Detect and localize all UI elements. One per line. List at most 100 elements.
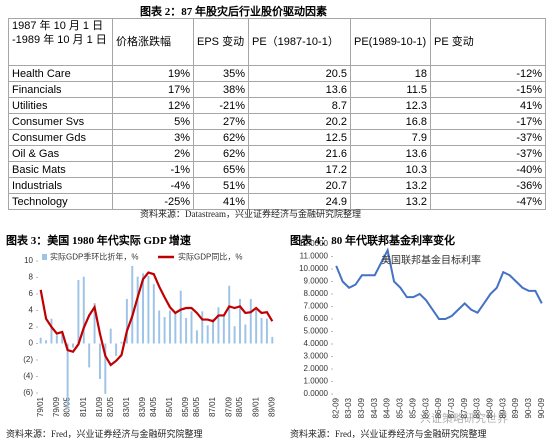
y-tick-label: 1.0000 xyxy=(304,377,329,386)
bar xyxy=(66,343,69,410)
bar xyxy=(201,311,204,344)
table-cell: 21.6 xyxy=(248,145,351,162)
table-cell: 12% xyxy=(112,97,194,114)
bar xyxy=(142,273,145,344)
legend-swatch xyxy=(42,254,47,260)
header-cell: 1987 年 10 月 1 日 -1989 年 10 月 1 日 xyxy=(8,18,113,66)
y-tick-label: 11.0000 xyxy=(300,252,329,261)
bar xyxy=(228,285,231,344)
y-tick-label: 4.0000 xyxy=(304,339,329,348)
bar xyxy=(88,343,91,368)
header-cell: PE（1987-10-1） xyxy=(248,18,351,66)
bar xyxy=(115,343,118,356)
table-cell: 51% xyxy=(193,177,249,194)
bar xyxy=(39,337,42,344)
bar xyxy=(82,276,85,344)
x-tick-label: 90-03 xyxy=(524,397,533,418)
table-cell: -47% xyxy=(430,193,546,210)
x-tick-label: 85-09 xyxy=(408,397,417,418)
y-tick-label: 10 xyxy=(24,256,33,265)
y-tick-label: 0 xyxy=(29,339,34,348)
chart-title: 图表 4：80 年代联邦基金利率变化 xyxy=(290,235,455,247)
legend-label: 实际GDP同比，% xyxy=(178,252,242,262)
x-tick-label: 85/09 xyxy=(181,396,190,417)
x-tick-label: 79/09 xyxy=(52,396,61,417)
table-cell: -17% xyxy=(430,113,546,130)
x-tick-label: 82-09 xyxy=(331,397,340,418)
y-tick-label: 3.0000 xyxy=(304,352,329,361)
table-cell: 5% xyxy=(112,113,194,130)
y-tick-label: (4) xyxy=(23,372,33,381)
bar xyxy=(212,318,215,344)
chart-source: 资料来源：Fred，兴业证券经济与金融研究院整理 xyxy=(6,429,203,439)
bar xyxy=(195,330,198,344)
bar xyxy=(147,275,150,344)
table-cell: -15% xyxy=(430,81,546,98)
watermark: 兴证策略研究世界 xyxy=(420,413,508,425)
header-cell: PE(1989-10-1) xyxy=(350,18,431,66)
y-tick-label: 6 xyxy=(29,289,34,298)
bar xyxy=(61,332,64,344)
bar xyxy=(50,318,53,344)
table-cell: 27% xyxy=(193,113,249,130)
x-tick-label: 87-09 xyxy=(460,397,469,418)
x-tick-label: 89-09 xyxy=(511,397,520,418)
table-row: Industrials -4% 51% 20.7 13.2 -36% xyxy=(8,177,546,194)
x-tick-label: 88/05 xyxy=(235,396,244,417)
y-tick-label: 7.0000 xyxy=(304,302,329,311)
bar xyxy=(55,335,58,344)
bar xyxy=(93,303,96,344)
header-cell: PE 变动 xyxy=(430,18,546,66)
table-cell: -1% xyxy=(112,161,194,178)
chart-title: 图表 3：美国 1980 年代实际 GDP 增速 xyxy=(6,235,191,247)
x-tick-label: 81/01 xyxy=(79,396,88,417)
table-cell: 12.5 xyxy=(248,129,351,146)
bar xyxy=(260,317,263,344)
table-row: Basic Mats -1% 65% 17.2 10.3 -40% xyxy=(8,161,546,178)
y-tick-label: 10.0000 xyxy=(299,264,328,273)
bar xyxy=(45,340,48,344)
x-tick-label: 83-03 xyxy=(344,397,353,418)
x-tick-label: 86-09 xyxy=(434,397,443,418)
data-line xyxy=(39,271,274,367)
x-tick-label: 84-09 xyxy=(383,397,392,418)
data-table: 1987 年 10 月 1 日 -1989 年 10 月 1 日价格涨跌幅 EPS… xyxy=(8,18,546,210)
y-tick-label: 6.0000 xyxy=(304,314,329,323)
x-tick-label: 88-09 xyxy=(486,397,495,418)
bar xyxy=(136,276,139,344)
table-cell: -21% xyxy=(193,97,249,114)
y-tick-label: 0.0000 xyxy=(304,389,329,398)
bar xyxy=(185,317,188,344)
bar xyxy=(271,336,274,344)
x-tick-label: 88-03 xyxy=(473,397,482,418)
bar xyxy=(265,318,268,344)
header-cell: EPS 变动 xyxy=(193,18,249,66)
table-cell: 38% xyxy=(193,81,249,98)
table-title: 图表 2：87 年股灾后行业股价驱动因素 xyxy=(140,6,327,18)
x-tick-label: 87/01 xyxy=(208,396,217,417)
y-tick-label: 12.0000 xyxy=(299,239,328,248)
bar xyxy=(217,307,220,344)
bar xyxy=(125,298,128,344)
y-tick-label: (2) xyxy=(23,355,33,364)
bar xyxy=(179,290,182,344)
x-tick-label: 84-03 xyxy=(370,397,379,418)
x-tick-label: 83-09 xyxy=(357,397,366,418)
bar xyxy=(206,325,209,344)
x-tick-label: 89/09 xyxy=(267,396,276,417)
chart-annotation: 美国联邦基金目标利率 xyxy=(381,254,481,267)
table-row: Financials 17% 38% 13.6 11.5 -15% xyxy=(8,81,546,98)
bar xyxy=(72,343,74,348)
table-source: 资料来源：Datastream，兴业证券经济与金融研究院整理 xyxy=(140,209,361,219)
y-tick-label: 8 xyxy=(29,273,34,282)
bar xyxy=(222,314,225,344)
table-cell: 13.2 xyxy=(350,193,431,210)
y-tick-label: 2.0000 xyxy=(304,364,329,373)
table-cell: 16.8 xyxy=(350,113,431,130)
bar xyxy=(190,311,193,344)
y-tick-label: (6) xyxy=(23,388,33,397)
x-tick-label: 82/05 xyxy=(106,396,115,417)
x-tick-label: 86-03 xyxy=(421,397,430,418)
